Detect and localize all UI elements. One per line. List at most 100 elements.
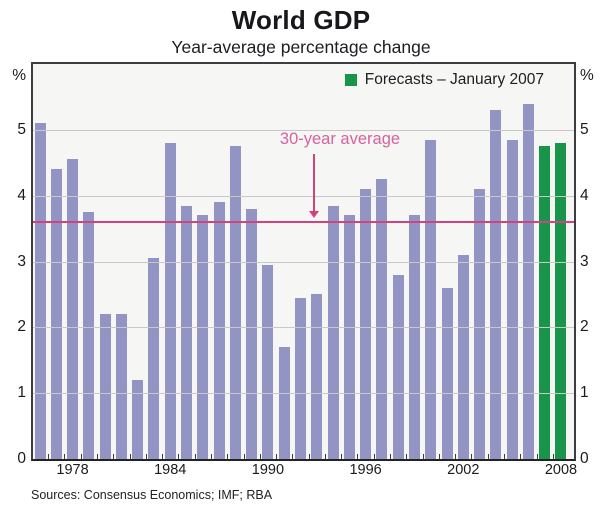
x-tick (96, 454, 98, 459)
bar-2003 (474, 189, 486, 459)
y-tick-label-5: 5 (580, 120, 589, 138)
y-tick-label-4: 4 (580, 186, 589, 204)
x-tick (210, 454, 212, 459)
bar-2002 (457, 254, 469, 459)
bar-1977 (50, 169, 62, 459)
bar-1997 (376, 179, 388, 459)
x-tick-label-1978: 1978 (56, 462, 89, 478)
x-tick (259, 454, 261, 459)
chart-subtitle: Year-average percentage change (171, 37, 431, 57)
x-tick (324, 454, 326, 459)
x-tick (80, 454, 82, 459)
x-tick (113, 454, 115, 459)
x-tick (552, 454, 554, 459)
x-tick (129, 454, 131, 459)
x-tick-label-2002: 2002 (447, 462, 480, 478)
bar-1990 (262, 264, 274, 459)
y-tick-label-3: 3 (580, 252, 589, 270)
bar-1987 (213, 202, 225, 459)
down-arrow-head-icon (309, 211, 319, 218)
x-tick (406, 454, 408, 459)
bar-1985 (181, 205, 193, 459)
gridline-4 (33, 195, 574, 197)
bar-1998 (392, 274, 404, 459)
bar-2007 (539, 146, 551, 459)
bar-1976 (34, 123, 46, 459)
bar-1988 (229, 146, 241, 459)
x-tick (520, 454, 522, 459)
x-tick (178, 454, 180, 459)
x-tick (487, 454, 489, 459)
x-tick (536, 454, 538, 459)
bar-1983 (148, 258, 160, 459)
average-annotation-label: 30-year average (279, 130, 401, 148)
bar-1981 (115, 314, 127, 459)
bar-1992 (294, 297, 306, 459)
gridline-3 (33, 261, 574, 263)
legend-label: Forecasts – January 2007 (364, 71, 544, 88)
bar-1996 (360, 189, 372, 459)
down-arrow-icon (313, 154, 315, 212)
source-note: Sources: Consensus Economics; IMF; RBA (31, 488, 273, 502)
x-tick (471, 454, 473, 459)
y-tick-label-0: 0 (580, 450, 589, 467)
x-tick (455, 454, 457, 459)
x-tick (422, 454, 424, 459)
bar-2000 (425, 139, 437, 459)
x-tick (341, 454, 343, 459)
y-tick-label-4: 4 (17, 186, 26, 204)
x-tick-label-1996: 1996 (349, 462, 382, 478)
y-tick-label-2: 2 (580, 318, 589, 336)
bar-1982 (132, 380, 144, 459)
x-tick (145, 454, 147, 459)
x-tick (292, 454, 294, 459)
bar-1978 (67, 159, 79, 459)
x-tick (64, 454, 66, 459)
x-tick (227, 454, 229, 459)
bar-2004 (490, 110, 502, 459)
x-tick (162, 454, 164, 459)
y-tick-label-0: 0 (17, 450, 26, 467)
x-tick (503, 454, 505, 459)
y-tick-label-1: 1 (580, 384, 589, 402)
bar-1993 (311, 294, 323, 459)
bar-2005 (506, 139, 518, 459)
y-axis-unit-label: % (12, 67, 26, 84)
x-tick (438, 454, 440, 459)
y-tick-label-3: 3 (17, 252, 26, 270)
average-line (33, 221, 574, 223)
legend: Forecasts – January 2007 (344, 71, 544, 89)
bar-2008 (555, 143, 567, 459)
y-axis-unit-label: % (580, 67, 594, 84)
x-tick (373, 454, 375, 459)
bar-1979 (83, 212, 95, 459)
bar-1999 (408, 215, 420, 459)
x-tick (308, 454, 310, 459)
x-tick (48, 454, 50, 459)
bar-1994 (327, 205, 339, 459)
bar-1984 (164, 143, 176, 459)
bar-2006 (522, 103, 534, 459)
gridline-5 (33, 129, 574, 131)
chart-title: World GDP (231, 5, 371, 35)
forecast-swatch-icon (344, 74, 357, 86)
x-tick (390, 454, 392, 459)
x-tick (243, 454, 245, 459)
y-tick-label-5: 5 (17, 120, 26, 138)
bar-1986 (197, 215, 209, 459)
y-tick-label-2: 2 (17, 318, 26, 336)
bar-2001 (441, 287, 453, 459)
bar-1991 (278, 347, 290, 459)
x-tick (357, 454, 359, 459)
x-tick (276, 454, 278, 459)
gridline-2 (33, 327, 574, 329)
x-tick (194, 454, 196, 459)
gridline-1 (33, 393, 574, 395)
y-tick-label-1: 1 (17, 384, 26, 402)
x-tick-label-1984: 1984 (154, 462, 187, 478)
x-tick-label-1990: 1990 (251, 462, 285, 478)
bar-1989 (246, 208, 258, 459)
plot-area: Forecasts – January 2007 30-year average (31, 62, 576, 461)
bar-1995 (343, 215, 355, 459)
